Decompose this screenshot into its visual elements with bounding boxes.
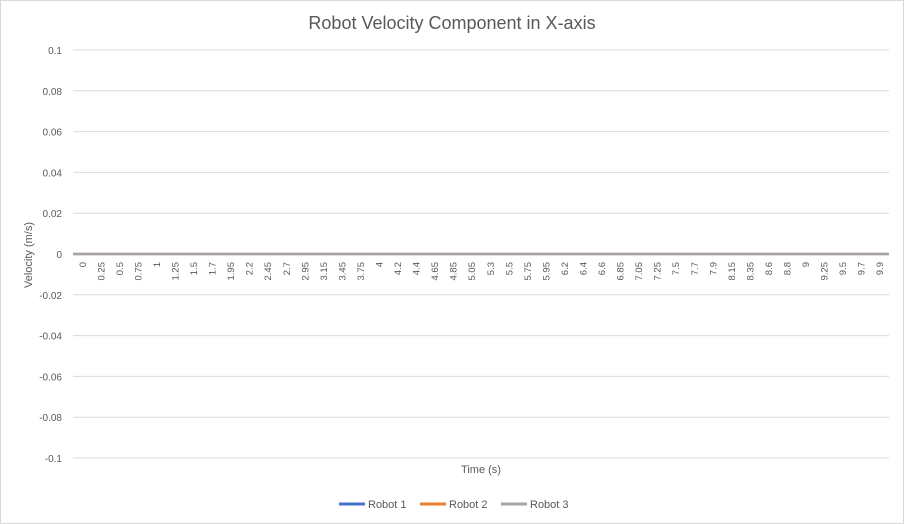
x-tick-label: 1.5 xyxy=(189,262,200,275)
y-tick-label: -0.02 xyxy=(39,291,62,302)
x-tick-label: 0.25 xyxy=(96,262,107,281)
y-tick-label: 0.06 xyxy=(43,128,63,139)
x-tick-label: 8.15 xyxy=(727,262,738,281)
x-axis-ticks: 0 0.25 0.5 0.75 1 1.25 1.5 1.7 1.95 2.2 2.45 2.7 2.9… xyxy=(78,262,886,281)
x-axis-label: Time (s) xyxy=(461,464,501,476)
y-tick-label: 0.04 xyxy=(43,168,63,179)
y-tick-label: -0.06 xyxy=(39,372,62,383)
x-tick-label: 2.2 xyxy=(245,262,256,275)
y-axis-ticks: 0.1 0.08 0.06 0.04 0.02 0 -0.02 -0.04 -0.06 -0.08… xyxy=(39,46,62,465)
x-tick-label: 9.5 xyxy=(838,262,849,275)
y-tick-label: -0.08 xyxy=(39,413,62,424)
x-tick-label: 4.65 xyxy=(430,262,441,281)
y-tick-label: 0.02 xyxy=(43,209,63,220)
x-tick-label: 9.7 xyxy=(857,262,868,275)
x-tick-label: 1.95 xyxy=(226,262,237,281)
x-tick-label: 8.8 xyxy=(783,262,794,275)
y-tick-label: -0.1 xyxy=(45,454,63,465)
x-tick-label: 8.35 xyxy=(745,262,756,281)
y-tick-label: 0.08 xyxy=(43,87,63,98)
x-tick-label: 9 xyxy=(801,262,812,267)
x-tick-label: 4.2 xyxy=(393,262,404,275)
x-tick-label: 9.25 xyxy=(820,262,831,281)
x-tick-label: 0 xyxy=(78,262,89,267)
x-tick-label: 0.75 xyxy=(133,262,144,281)
x-tick-label: 7.9 xyxy=(708,262,719,275)
x-tick-label: 2.95 xyxy=(300,262,311,281)
x-tick-label: 0.5 xyxy=(115,262,126,275)
x-tick-label: 6.6 xyxy=(597,262,608,275)
legend: Robot 1 Robot 2 Robot 3 xyxy=(339,499,569,511)
x-tick-label: 5.75 xyxy=(523,262,534,281)
x-tick-label: 5.3 xyxy=(486,262,497,275)
x-tick-label: 7.5 xyxy=(671,262,682,275)
x-tick-label: 3.15 xyxy=(319,262,330,281)
x-tick-label: 7.05 xyxy=(634,262,645,281)
x-tick-label: 4.85 xyxy=(449,262,460,281)
x-tick-label: 1.7 xyxy=(208,262,219,275)
legend-label: Robot 2 xyxy=(449,499,488,511)
x-tick-label: 5.5 xyxy=(504,262,515,275)
x-tick-label: 6.2 xyxy=(560,262,571,275)
y-tick-label: 0.1 xyxy=(48,46,62,57)
x-tick-label: 7.25 xyxy=(653,262,664,281)
x-tick-label: 5.95 xyxy=(541,262,552,281)
x-tick-label: 7.7 xyxy=(690,262,701,275)
chart-title: Robot Velocity Component in X-axis xyxy=(308,13,595,33)
x-tick-label: 6.85 xyxy=(616,262,627,281)
x-tick-label: 3.75 xyxy=(356,262,367,281)
x-tick-label: 2.7 xyxy=(282,262,293,275)
x-tick-label: 2.45 xyxy=(263,262,274,281)
x-tick-label: 9.9 xyxy=(875,262,886,275)
legend-label: Robot 1 xyxy=(368,499,407,511)
x-tick-label: 3.45 xyxy=(337,262,348,281)
x-tick-label: 6.4 xyxy=(579,262,590,275)
x-tick-label: 4.4 xyxy=(412,262,423,275)
y-tick-label: -0.04 xyxy=(39,332,62,343)
x-tick-label: 1 xyxy=(152,262,163,267)
x-tick-label: 8.6 xyxy=(764,262,775,275)
y-axis-label: Velocity (m/s) xyxy=(23,222,35,288)
legend-label: Robot 3 xyxy=(530,499,569,511)
x-tick-label: 4 xyxy=(375,262,386,267)
x-tick-label: 1.25 xyxy=(171,262,182,281)
y-tick-label: 0 xyxy=(56,250,62,261)
x-tick-label: 5.05 xyxy=(467,262,478,281)
